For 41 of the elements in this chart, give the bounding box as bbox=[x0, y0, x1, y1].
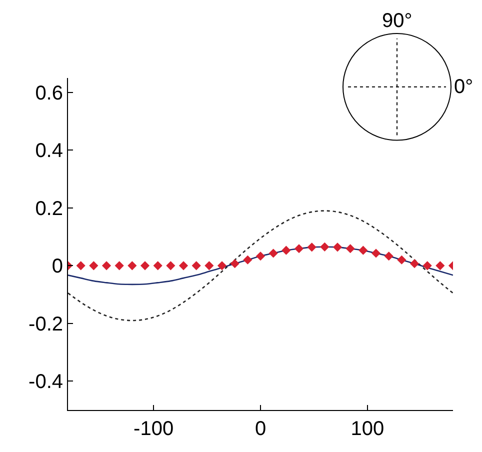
y-tick-label: 0.4 bbox=[35, 140, 63, 162]
point bbox=[346, 244, 355, 254]
point bbox=[410, 259, 420, 268]
text: 90° bbox=[382, 10, 412, 32]
y-tick-label: 0.2 bbox=[35, 198, 63, 220]
point bbox=[256, 252, 266, 261]
y-tick-label: -0.4 bbox=[28, 371, 63, 394]
point bbox=[76, 261, 86, 270]
point bbox=[204, 261, 214, 270]
text: 0° bbox=[454, 76, 474, 98]
y-tick-label: -0.2 bbox=[28, 313, 63, 336]
point bbox=[140, 261, 150, 270]
point bbox=[102, 261, 112, 270]
point bbox=[436, 261, 445, 270]
point bbox=[153, 261, 162, 270]
point bbox=[268, 248, 278, 258]
point bbox=[397, 255, 406, 264]
point bbox=[89, 261, 98, 270]
point bbox=[178, 261, 188, 270]
point bbox=[217, 261, 227, 270]
point bbox=[114, 261, 124, 270]
point bbox=[192, 261, 201, 270]
y-tick-label: 0.6 bbox=[35, 82, 63, 104]
x-tick-label: 100 bbox=[350, 418, 384, 440]
line-series bbox=[68, 210, 453, 322]
point bbox=[282, 246, 291, 255]
point bbox=[384, 252, 394, 261]
point bbox=[320, 242, 330, 252]
point bbox=[371, 248, 381, 258]
x-tick-label: 0 bbox=[254, 418, 266, 440]
x-tick-label: -100 bbox=[134, 418, 174, 440]
point bbox=[230, 259, 240, 268]
point bbox=[294, 244, 304, 254]
y-tick-label: 0 bbox=[52, 256, 63, 278]
point bbox=[307, 242, 316, 252]
point bbox=[358, 246, 368, 255]
point bbox=[243, 255, 252, 264]
point bbox=[166, 261, 176, 270]
point bbox=[332, 242, 342, 252]
point bbox=[128, 261, 137, 270]
point bbox=[422, 261, 432, 270]
